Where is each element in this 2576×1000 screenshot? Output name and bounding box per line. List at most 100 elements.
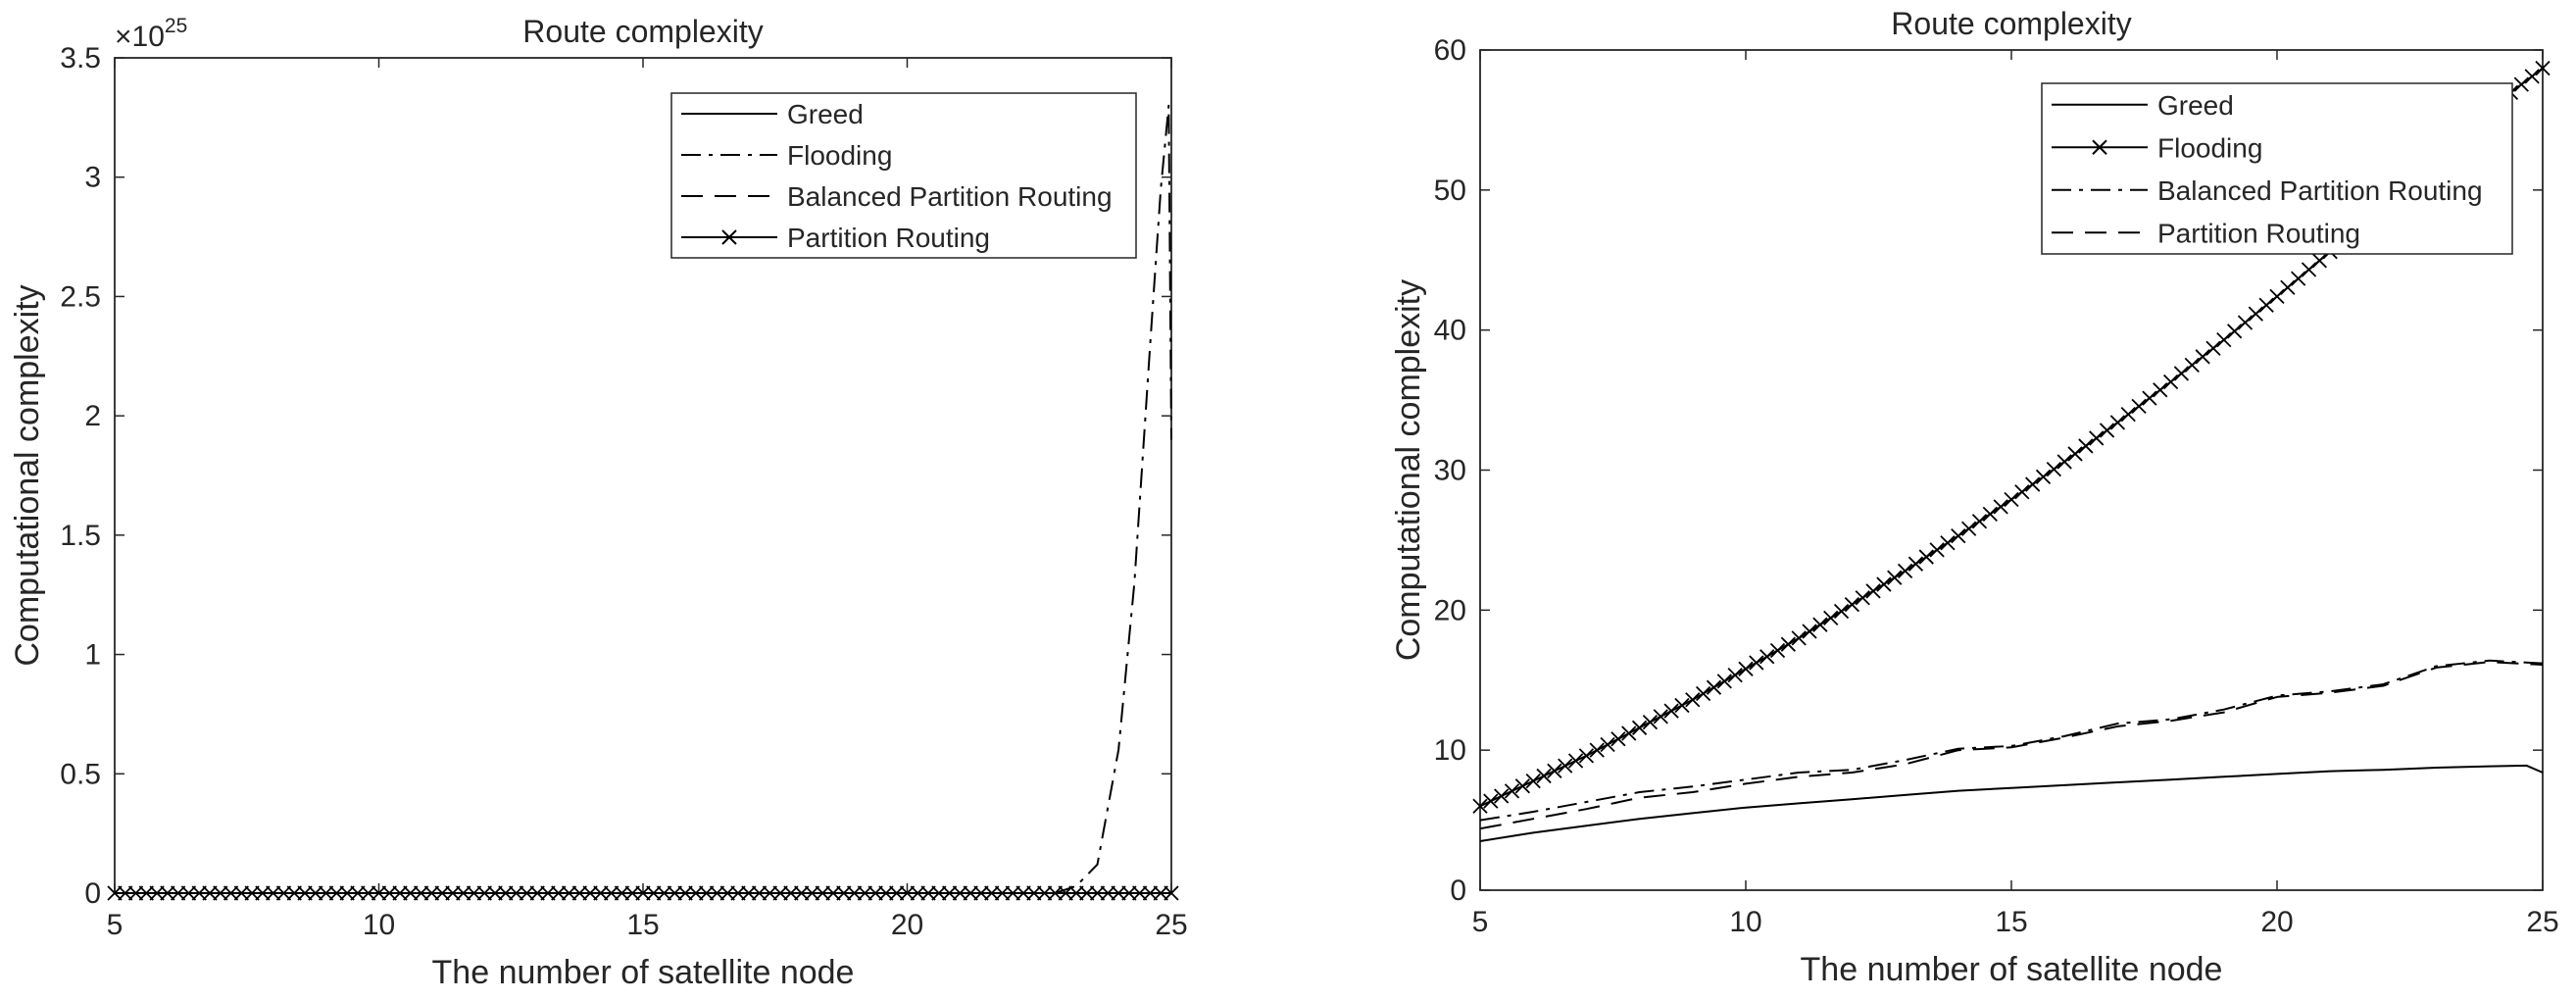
series-marker — [371, 885, 387, 901]
series-marker — [2237, 315, 2254, 330]
x-tick-label: 5 — [1472, 906, 1489, 938]
series-marker — [931, 885, 947, 901]
series-marker — [952, 885, 968, 901]
series-marker — [846, 885, 863, 901]
series-marker — [551, 885, 567, 901]
series-marker — [2248, 306, 2263, 322]
chart-title: Route complexity — [1891, 6, 2131, 41]
series-marker — [1951, 527, 1966, 544]
series-marker — [498, 885, 514, 901]
series-line-partition-routing — [1479, 661, 2544, 830]
series-marker — [202, 885, 218, 901]
series-marker — [1876, 576, 1892, 592]
series-marker — [1929, 542, 1945, 558]
legend-box — [2041, 82, 2513, 255]
series-marker — [604, 885, 619, 901]
series-marker — [857, 885, 873, 901]
series-marker — [2535, 60, 2551, 76]
series-marker — [1504, 783, 1520, 799]
series-line-balanced-partition-routing — [1479, 659, 2544, 822]
series-marker — [571, 885, 587, 901]
series-marker — [456, 885, 471, 901]
series-marker — [2056, 454, 2072, 470]
series-marker — [1578, 748, 1595, 764]
series-marker — [2269, 288, 2285, 305]
series-marker — [1993, 499, 2008, 515]
series-marker — [1961, 521, 1977, 536]
series-marker — [328, 885, 345, 901]
series-marker — [223, 885, 239, 901]
series-marker — [392, 885, 408, 901]
legend: Greed Flooding Balanced Partition Routing P… — [670, 92, 1137, 259]
x-tick-label: 15 — [626, 909, 659, 941]
series-marker — [423, 885, 440, 901]
series-marker — [1567, 753, 1584, 769]
series-marker — [1132, 885, 1148, 901]
series-marker — [2195, 349, 2210, 365]
series-marker — [878, 885, 894, 901]
series-marker — [836, 885, 852, 901]
series-marker — [2184, 357, 2200, 374]
series-marker — [1982, 506, 1998, 522]
series-marker — [2227, 324, 2243, 339]
series-marker — [910, 885, 925, 901]
y-tick-label: 50 — [1434, 175, 1466, 207]
series-marker — [2258, 297, 2274, 313]
y-tick-label: 0 — [84, 877, 101, 910]
series-marker — [275, 885, 292, 901]
series-marker — [963, 885, 978, 901]
series-marker — [889, 885, 905, 901]
y-tick-label: 20 — [1434, 594, 1466, 626]
series-marker — [751, 885, 768, 901]
series-marker — [2067, 446, 2083, 462]
series-marker — [1918, 549, 1934, 565]
series-marker — [899, 885, 916, 901]
series-marker — [1558, 758, 1573, 774]
series-marker — [762, 885, 777, 901]
legend: Greed Flooding Balanced Partition Routing P… — [2041, 82, 2513, 255]
series-marker — [2099, 423, 2115, 438]
series-marker — [1164, 885, 1179, 901]
series-marker — [2301, 262, 2317, 277]
series-marker — [2025, 476, 2041, 492]
series-marker — [1100, 885, 1115, 901]
series-marker — [1865, 583, 1881, 599]
series-marker — [308, 885, 323, 901]
legend-label: Balanced Partition Routing — [2157, 175, 2483, 206]
series-marker — [1769, 642, 1786, 659]
series-marker — [361, 885, 376, 901]
series-marker — [509, 885, 524, 901]
legend-label: Balanced Partition Routing — [787, 181, 1113, 212]
series-line-greed — [1479, 764, 2544, 842]
series-marker — [941, 885, 958, 901]
y-tick-label: 2.5 — [60, 280, 101, 313]
x-tick-label: 20 — [891, 909, 923, 941]
legend-label: Greed — [2157, 90, 2234, 121]
series-marker — [1142, 885, 1159, 901]
series-marker — [730, 885, 746, 901]
series-marker — [445, 885, 461, 901]
x-tick-label: 10 — [363, 909, 395, 941]
series-marker — [1111, 885, 1126, 901]
y-tick-label: 0.5 — [60, 758, 101, 790]
series-marker — [466, 885, 482, 901]
series-marker — [2131, 398, 2147, 415]
series-marker — [1907, 556, 1924, 572]
series-marker — [1706, 679, 1722, 695]
series-marker — [434, 885, 450, 901]
series-marker — [783, 885, 799, 901]
series-marker — [1844, 596, 1860, 613]
series-marker — [255, 885, 271, 901]
legend-label: Flooding — [2157, 132, 2262, 163]
series-marker — [297, 885, 313, 901]
series-marker — [2216, 332, 2232, 348]
series-marker — [487, 885, 503, 901]
legend-label: Partition Routing — [787, 223, 990, 253]
series-marker — [635, 885, 651, 901]
series-group — [107, 104, 1179, 901]
series-marker — [2311, 253, 2327, 269]
legend-label: Flooding — [787, 140, 892, 171]
series-marker — [1940, 535, 1956, 551]
series-marker — [719, 885, 735, 901]
